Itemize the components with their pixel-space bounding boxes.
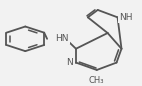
Text: CH₃: CH₃ [89,76,105,85]
Text: HN: HN [55,34,69,43]
Text: N: N [66,58,72,67]
Text: NH: NH [119,13,132,22]
